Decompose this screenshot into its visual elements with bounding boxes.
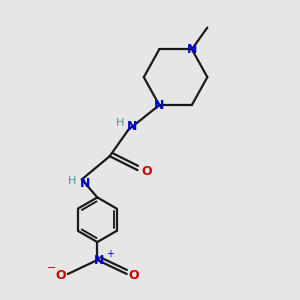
Text: +: + — [106, 250, 114, 260]
Text: H: H — [116, 118, 124, 128]
Text: N: N — [94, 254, 104, 266]
Text: N: N — [187, 43, 197, 56]
Text: N: N — [127, 120, 137, 133]
Text: −: − — [47, 263, 56, 273]
Text: N: N — [154, 99, 164, 112]
Text: H: H — [68, 176, 76, 186]
Text: N: N — [80, 177, 90, 190]
Text: O: O — [142, 165, 152, 178]
Text: O: O — [128, 269, 139, 282]
Text: O: O — [56, 269, 66, 282]
